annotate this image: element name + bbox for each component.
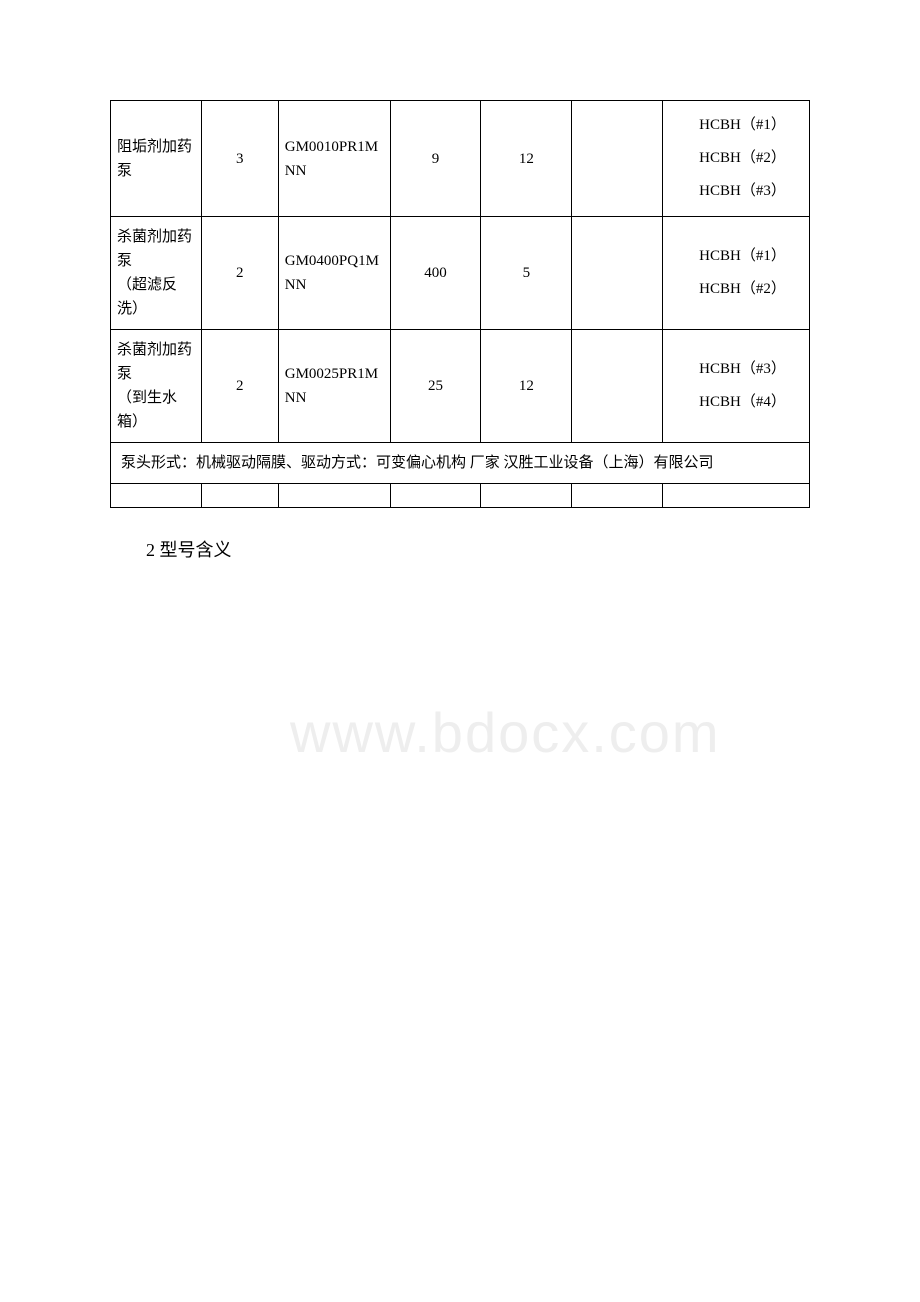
code-item: HCBH（#3） bbox=[669, 175, 803, 208]
cell-name: 杀菌剂加药泵 （超滤反洗） bbox=[111, 217, 202, 330]
cell-val3 bbox=[572, 101, 663, 217]
table-row: 杀菌剂加药泵 （到生水箱） 2 GM0025PR1MNN 25 12 HCBH（… bbox=[111, 330, 810, 443]
empty-cell bbox=[201, 484, 278, 508]
footer-note-text: 泵头形式：机械驱动隔膜、驱动方式：可变偏心机构 厂家 汉胜工业设备（上海）有限公… bbox=[121, 455, 714, 471]
empty-cell bbox=[111, 484, 202, 508]
name-sub-text: （超滤反洗） bbox=[117, 277, 177, 317]
cell-model: GM0400PQ1MNN bbox=[278, 217, 390, 330]
code-item: HCBH（#2） bbox=[669, 273, 803, 306]
name-text: 阻垢剂加药泵 bbox=[117, 139, 192, 179]
watermark: www.bdocx.com bbox=[290, 700, 721, 765]
cell-codes: HCBH（#3） HCBH（#4） bbox=[663, 330, 810, 443]
cell-val1: 9 bbox=[390, 101, 481, 217]
table-footer-row: 泵头形式：机械驱动隔膜、驱动方式：可变偏心机构 厂家 汉胜工业设备（上海）有限公… bbox=[111, 443, 810, 484]
equipment-table: 阻垢剂加药泵 3 GM0010PR1MNN 9 12 HCBH（#1） HCBH… bbox=[110, 100, 810, 508]
footer-note: 泵头形式：机械驱动隔膜、驱动方式：可变偏心机构 厂家 汉胜工业设备（上海）有限公… bbox=[111, 443, 810, 484]
model-text: GM0025PR1MNN bbox=[285, 366, 378, 406]
name-text: 杀菌剂加药泵 bbox=[117, 342, 192, 382]
empty-cell bbox=[278, 484, 390, 508]
cell-model: GM0025PR1MNN bbox=[278, 330, 390, 443]
cell-val3 bbox=[572, 217, 663, 330]
code-item: HCBH（#2） bbox=[669, 142, 803, 175]
cell-val1: 400 bbox=[390, 217, 481, 330]
cell-codes: HCBH（#1） HCBH（#2） HCBH（#3） bbox=[663, 101, 810, 217]
cell-val2: 12 bbox=[481, 330, 572, 443]
code-item: HCBH（#1） bbox=[669, 240, 803, 273]
section-title: 2 型号含义 bbox=[110, 536, 810, 562]
cell-val2: 12 bbox=[481, 101, 572, 217]
table-row: 阻垢剂加药泵 3 GM0010PR1MNN 9 12 HCBH（#1） HCBH… bbox=[111, 101, 810, 217]
code-item: HCBH（#1） bbox=[669, 109, 803, 142]
cell-val1: 25 bbox=[390, 330, 481, 443]
empty-cell bbox=[390, 484, 481, 508]
cell-codes: HCBH（#1） HCBH（#2） bbox=[663, 217, 810, 330]
cell-model: GM0010PR1MNN bbox=[278, 101, 390, 217]
empty-cell bbox=[481, 484, 572, 508]
cell-qty: 2 bbox=[201, 330, 278, 443]
name-sub-text: （到生水箱） bbox=[117, 390, 177, 430]
empty-cell bbox=[572, 484, 663, 508]
model-text: GM0010PR1MNN bbox=[285, 139, 378, 179]
cell-val3 bbox=[572, 330, 663, 443]
table-empty-row bbox=[111, 484, 810, 508]
page-container: www.bdocx.com 阻垢剂加药泵 3 GM0010PR1MNN 9 12… bbox=[110, 100, 810, 562]
cell-name: 阻垢剂加药泵 bbox=[111, 101, 202, 217]
cell-qty: 2 bbox=[201, 217, 278, 330]
code-item: HCBH（#4） bbox=[669, 386, 803, 419]
cell-val2: 5 bbox=[481, 217, 572, 330]
model-text: GM0400PQ1MNN bbox=[285, 253, 379, 293]
cell-qty: 3 bbox=[201, 101, 278, 217]
empty-cell bbox=[663, 484, 810, 508]
cell-name: 杀菌剂加药泵 （到生水箱） bbox=[111, 330, 202, 443]
table-row: 杀菌剂加药泵 （超滤反洗） 2 GM0400PQ1MNN 400 5 HCBH（… bbox=[111, 217, 810, 330]
code-item: HCBH（#3） bbox=[669, 353, 803, 386]
name-text: 杀菌剂加药泵 bbox=[117, 229, 192, 269]
